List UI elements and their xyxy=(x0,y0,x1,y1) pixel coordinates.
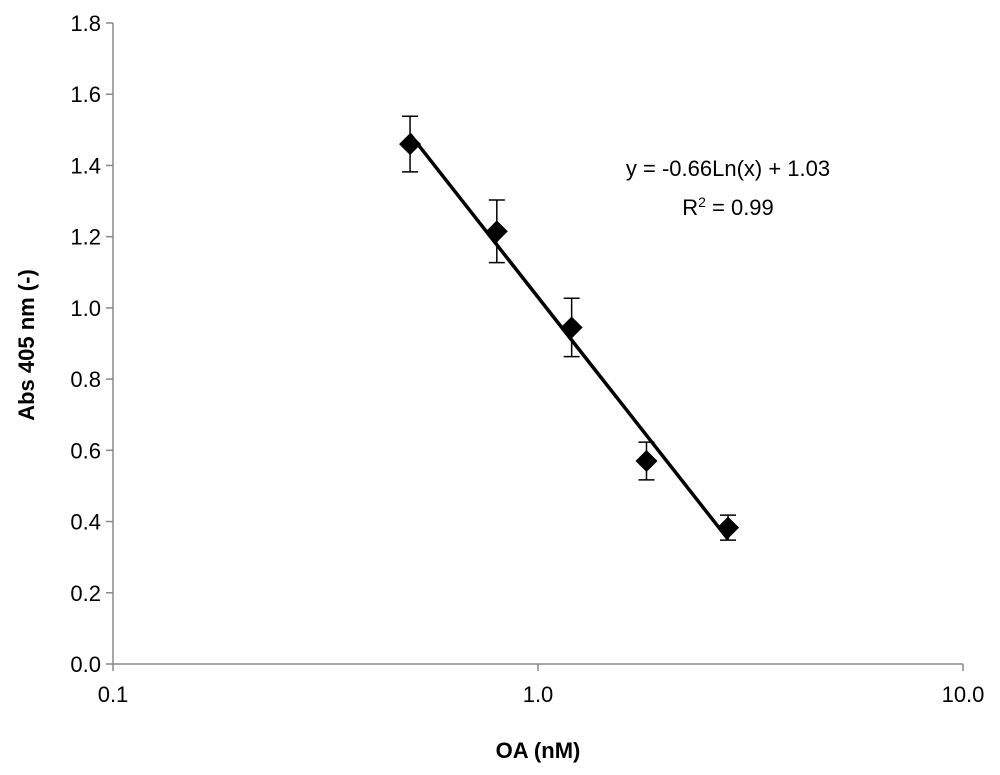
r-squared-label: R2 = 0.99 xyxy=(682,194,774,220)
y-tick-label: 1.2 xyxy=(70,225,101,250)
r-squared-prefix: R xyxy=(682,195,698,220)
trendline xyxy=(408,133,730,541)
trendline-group xyxy=(408,133,730,541)
y-tick-label: 0.0 xyxy=(70,652,101,677)
data-point-diamond xyxy=(485,220,508,243)
x-tick-label: 0.1 xyxy=(98,682,129,707)
x-ticks: 0.1 1.0 10.0 xyxy=(98,664,985,707)
x-tick-label: 10.0 xyxy=(942,682,985,707)
data-point-diamond xyxy=(399,133,422,156)
y-ticks: 0.0 0.2 0.4 0.6 0.8 1.0 1.2 1.4 1.6 1.8 xyxy=(70,11,113,677)
y-tick-label: 0.8 xyxy=(70,367,101,392)
y-axis-title: Abs 405 nm (-) xyxy=(14,269,39,421)
y-tick-label: 1.8 xyxy=(70,11,101,36)
y-tick-label: 0.4 xyxy=(70,510,101,535)
x-axis-title: OA (nM) xyxy=(496,738,581,763)
data-point-diamond xyxy=(635,450,658,473)
x-tick-label: 1.0 xyxy=(523,682,554,707)
data-point-diamond xyxy=(717,516,740,539)
y-tick-label: 1.6 xyxy=(70,82,101,107)
y-tick-label: 0.6 xyxy=(70,438,101,463)
y-tick-label: 0.2 xyxy=(70,581,101,606)
data-point-diamond xyxy=(560,316,583,339)
y-tick-label: 1.0 xyxy=(70,296,101,321)
r-squared-value: = 0.99 xyxy=(706,195,774,220)
y-tick-label: 1.4 xyxy=(70,153,101,178)
axes xyxy=(112,23,963,665)
trendline-equation: y = -0.66Ln(x) + 1.03 xyxy=(626,156,830,181)
r-squared-superscript: 2 xyxy=(698,194,706,210)
data-points xyxy=(399,133,740,539)
